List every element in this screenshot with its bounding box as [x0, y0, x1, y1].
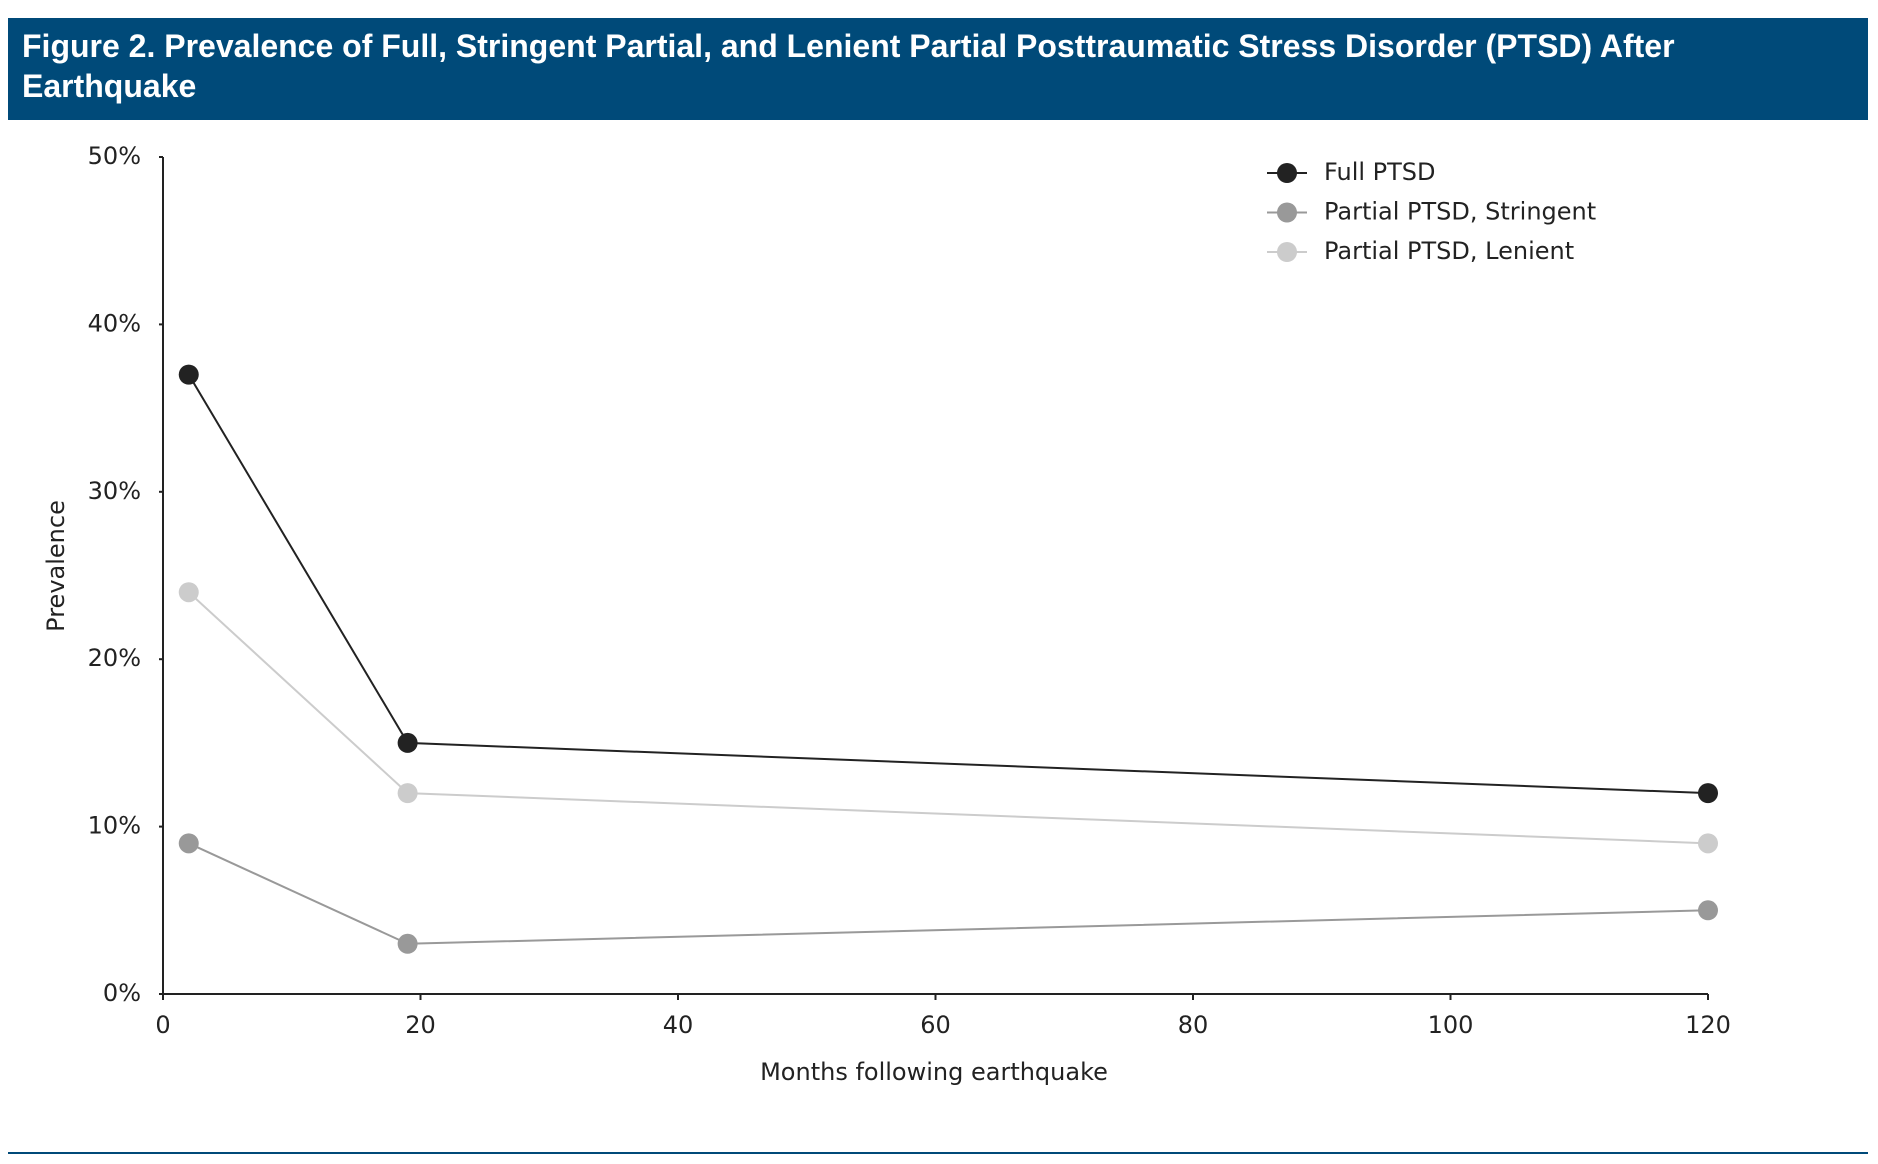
x-tick-label: 0 [155, 1011, 170, 1039]
data-point [397, 933, 418, 954]
series-line [188, 591, 1709, 845]
x-tick-label: 60 [920, 1011, 951, 1039]
data-point [178, 364, 199, 385]
bottom-rule [8, 1152, 1868, 1154]
x-tick-label: 120 [1685, 1011, 1731, 1039]
data-point [178, 833, 199, 854]
y-tick-label: 10% [88, 812, 141, 840]
data-point [178, 582, 199, 603]
data-point [397, 732, 418, 753]
data-point [1698, 900, 1718, 921]
legend-marker [1277, 202, 1297, 223]
x-tick-label: 40 [663, 1011, 694, 1039]
x-axis-label: Months following earthquake [760, 1058, 1108, 1086]
data-point [1698, 783, 1718, 804]
series-line [187, 374, 1709, 795]
series-line [188, 842, 1709, 945]
legend-label: Full PTSD [1324, 158, 1436, 186]
y-axis-label: Prevalence [42, 500, 70, 632]
y-tick-label: 50% [88, 142, 141, 170]
chart-title: Figure 2. Prevalence of Full, Stringent … [8, 18, 1868, 120]
legend-marker [1277, 163, 1297, 183]
y-tick-label: 20% [88, 644, 141, 672]
x-tick-label: 100 [1428, 1011, 1474, 1039]
legend-marker [1277, 242, 1297, 262]
y-tick-label: 40% [88, 309, 141, 337]
data-point [397, 783, 418, 804]
y-tick-label: 0% [103, 979, 141, 1007]
data-point [1698, 833, 1718, 854]
x-tick-label: 20 [405, 1011, 436, 1039]
legend-label: Partial PTSD, Stringent [1324, 198, 1596, 226]
legend-label: Partial PTSD, Lenient [1324, 237, 1574, 265]
x-tick-label: 80 [1178, 1011, 1209, 1039]
y-tick-label: 30% [88, 477, 141, 505]
